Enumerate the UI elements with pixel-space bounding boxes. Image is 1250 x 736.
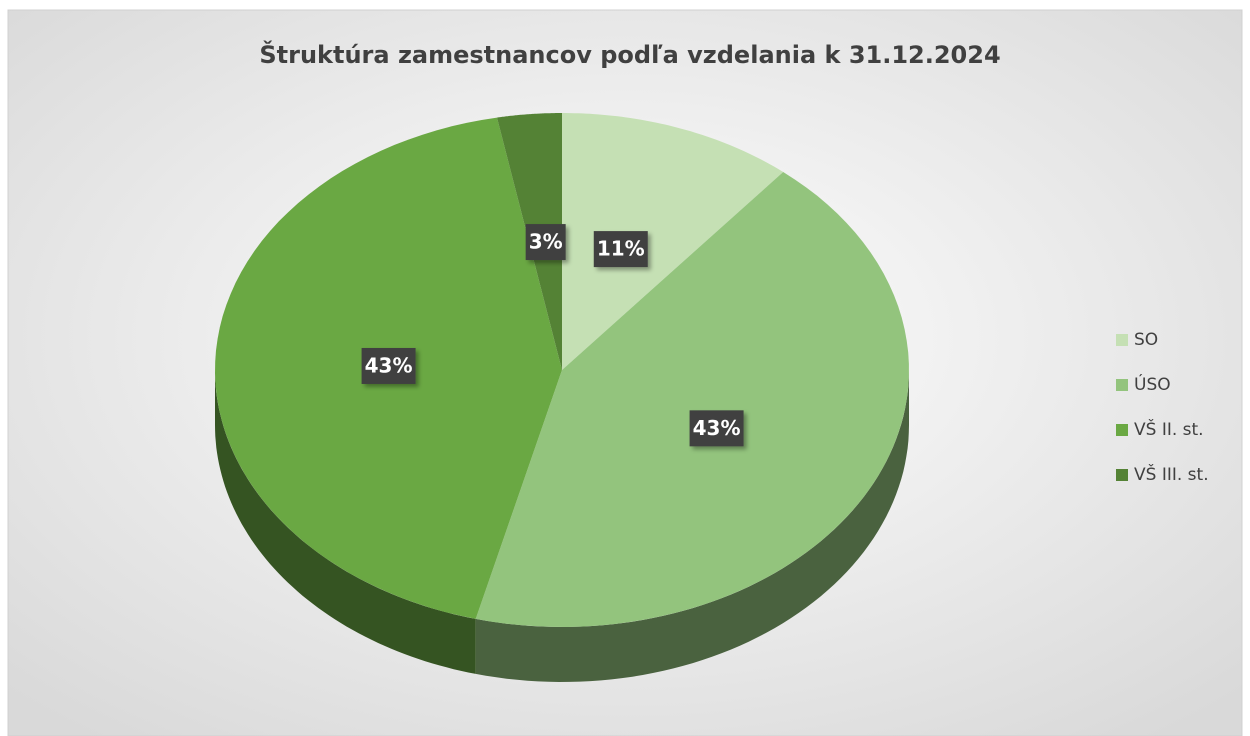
pie [215, 113, 909, 682]
legend-swatch [1116, 334, 1128, 346]
data-label: 3% [529, 230, 563, 254]
data-label: 11% [597, 237, 645, 261]
legend-label: ÚSO [1134, 373, 1171, 395]
legend-label: VŠ III. st. [1134, 463, 1209, 485]
pie-side [215, 370, 476, 674]
data-label: 43% [693, 416, 741, 440]
data-label: 43% [365, 353, 413, 377]
legend: SO ÚSO VŠ II. st. VŠ III. st. [1116, 330, 1209, 485]
data-label-box [525, 224, 566, 261]
data-label-box [361, 347, 416, 384]
legend-swatch [1116, 424, 1128, 436]
pie-side [475, 370, 909, 682]
data-labels: 11% 43% 43% 3% [361, 224, 744, 447]
legend-swatch [1116, 469, 1128, 481]
chart-title: Štruktúra zamestnancov podľa vzdelania k… [259, 39, 1000, 69]
data-label-box [593, 231, 648, 268]
pie-slice [562, 113, 784, 370]
legend-label: SO [1134, 330, 1158, 350]
data-label-box [689, 410, 744, 447]
pie-slice [475, 172, 909, 627]
legend-label: VŠ II. st. [1134, 418, 1204, 440]
legend-swatch [1116, 379, 1128, 391]
